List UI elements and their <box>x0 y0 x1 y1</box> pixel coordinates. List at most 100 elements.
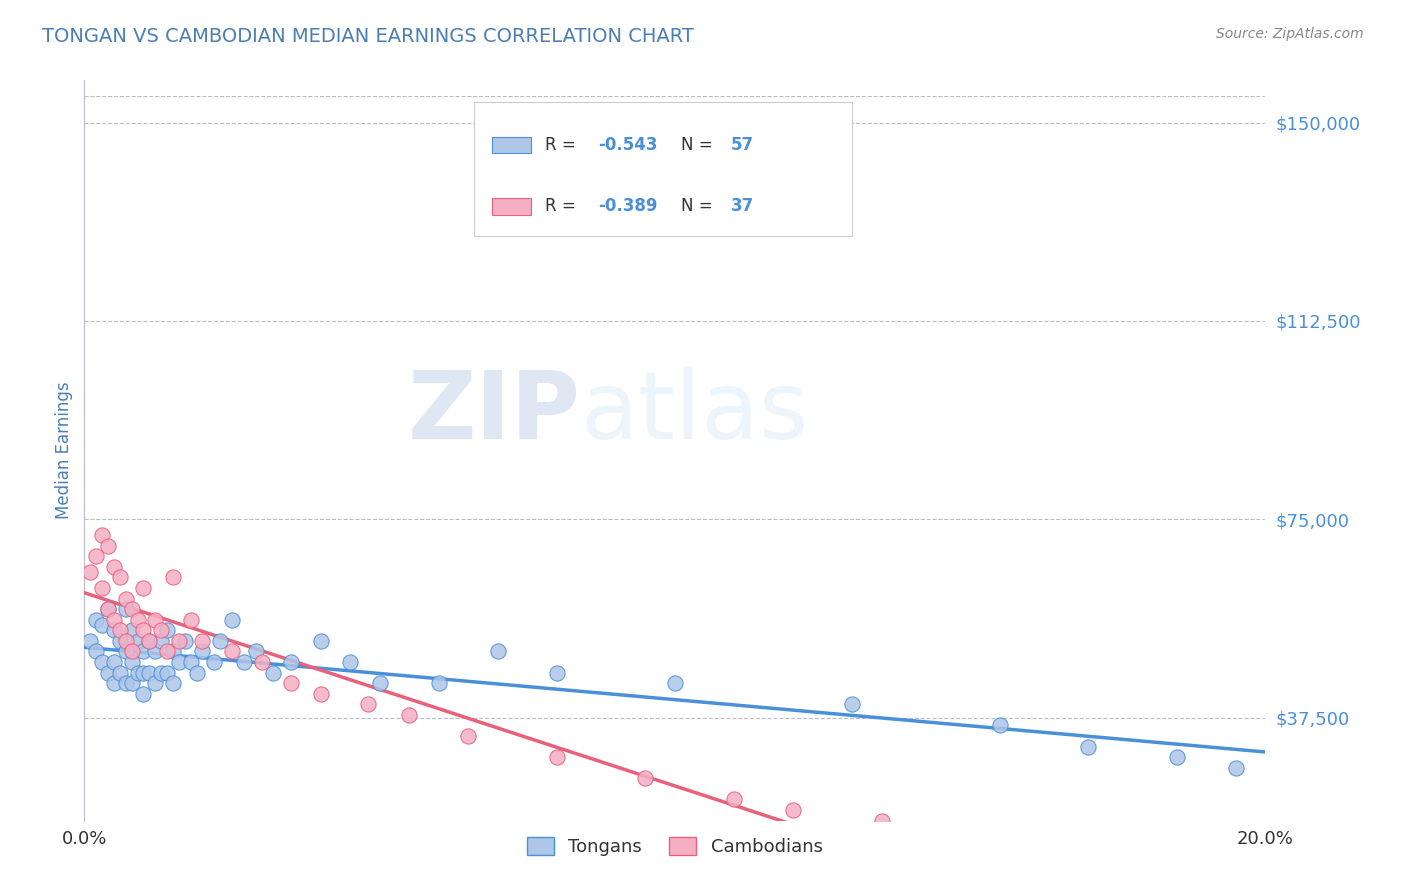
Point <box>398 707 420 722</box>
Point <box>191 633 214 648</box>
Point <box>634 772 657 786</box>
Text: Source: ZipAtlas.com: Source: ZipAtlas.com <box>1216 27 1364 41</box>
Y-axis label: Median Earnings: Median Earnings <box>55 382 73 519</box>
Point <box>127 613 149 627</box>
Point <box>84 613 107 627</box>
Point <box>191 644 214 658</box>
Point <box>103 613 125 627</box>
Point <box>280 676 302 690</box>
Point <box>108 633 131 648</box>
Point <box>108 570 131 584</box>
Point <box>162 644 184 658</box>
Point <box>97 539 120 553</box>
Point <box>121 602 143 616</box>
Text: 57: 57 <box>730 136 754 154</box>
Point <box>143 676 166 690</box>
Text: N =: N = <box>681 197 717 216</box>
Point <box>114 591 136 606</box>
Point <box>84 549 107 564</box>
Point <box>309 633 332 648</box>
Point <box>150 624 173 638</box>
Point <box>150 665 173 680</box>
Point <box>121 655 143 669</box>
Text: ZIP: ZIP <box>408 368 581 459</box>
Point <box>202 655 225 669</box>
Point <box>91 618 114 632</box>
Point <box>84 644 107 658</box>
Point <box>132 644 155 658</box>
Point <box>79 565 101 579</box>
Point <box>1166 750 1188 764</box>
Point <box>132 624 155 638</box>
Point <box>457 729 479 743</box>
Point <box>97 602 120 616</box>
FancyBboxPatch shape <box>474 103 852 235</box>
Point <box>79 633 101 648</box>
Point <box>427 676 450 690</box>
Text: N =: N = <box>681 136 717 154</box>
Point <box>546 750 568 764</box>
Text: -0.543: -0.543 <box>598 136 658 154</box>
Point <box>143 644 166 658</box>
Point <box>132 581 155 595</box>
Legend: Tongans, Cambodians: Tongans, Cambodians <box>520 830 830 863</box>
Text: atlas: atlas <box>581 368 808 459</box>
Point <box>121 644 143 658</box>
Point <box>162 570 184 584</box>
Point <box>221 644 243 658</box>
Point <box>103 624 125 638</box>
Point <box>209 633 232 648</box>
Point <box>114 633 136 648</box>
Point <box>150 633 173 648</box>
Point <box>162 676 184 690</box>
Text: TONGAN VS CAMBODIAN MEDIAN EARNINGS CORRELATION CHART: TONGAN VS CAMBODIAN MEDIAN EARNINGS CORR… <box>42 27 695 45</box>
Point <box>121 676 143 690</box>
Point <box>546 665 568 680</box>
Point <box>143 613 166 627</box>
Text: 37: 37 <box>730 197 754 216</box>
Point <box>221 613 243 627</box>
Point <box>91 528 114 542</box>
FancyBboxPatch shape <box>492 198 531 215</box>
Point <box>103 655 125 669</box>
Point <box>97 665 120 680</box>
Point <box>138 633 160 648</box>
Point <box>127 665 149 680</box>
Point <box>156 644 179 658</box>
Point <box>91 655 114 669</box>
Point <box>870 814 893 828</box>
Point <box>132 687 155 701</box>
Point <box>138 633 160 648</box>
Point <box>782 803 804 817</box>
Point <box>723 792 745 806</box>
Point <box>1077 739 1099 754</box>
Point <box>1225 761 1247 775</box>
Point <box>357 698 380 712</box>
Point <box>180 613 202 627</box>
Point <box>245 644 267 658</box>
Point <box>97 602 120 616</box>
Point <box>91 581 114 595</box>
Point <box>103 559 125 574</box>
Point <box>180 655 202 669</box>
Point <box>262 665 284 680</box>
Point <box>232 655 254 669</box>
Point <box>103 676 125 690</box>
Point <box>841 698 863 712</box>
Point <box>108 624 131 638</box>
FancyBboxPatch shape <box>492 137 531 153</box>
Point <box>156 624 179 638</box>
Text: R =: R = <box>546 197 581 216</box>
Point <box>186 665 208 680</box>
Point <box>486 644 509 658</box>
Point <box>114 602 136 616</box>
Point <box>156 665 179 680</box>
Text: R =: R = <box>546 136 581 154</box>
Point <box>127 633 149 648</box>
Point <box>114 644 136 658</box>
Point <box>368 676 391 690</box>
Point <box>664 676 686 690</box>
Point <box>339 655 361 669</box>
Point <box>173 633 195 648</box>
Point <box>114 676 136 690</box>
